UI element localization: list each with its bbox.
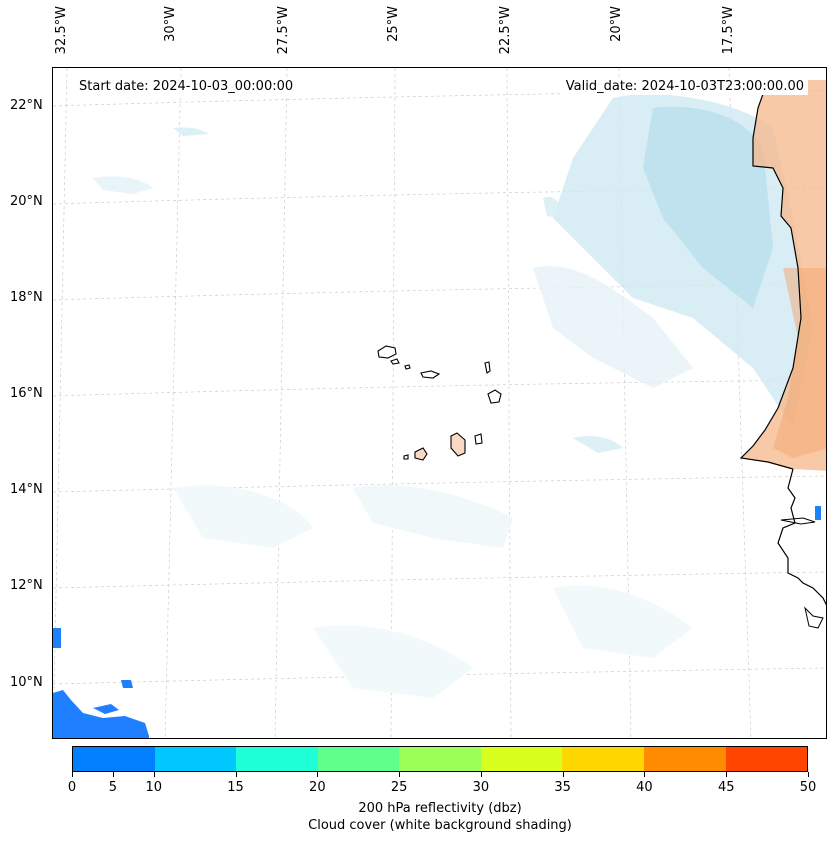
colorbar-tick-label: 40 (636, 780, 653, 795)
gambia-river (780, 517, 816, 525)
colorbar-segment-1 (154, 747, 237, 771)
reflectivity-patch-southwest (53, 690, 149, 738)
colorbar-tick-label: 20 (309, 780, 326, 795)
colorbar-tick-mark (480, 772, 482, 777)
colorbar-segment-6 (562, 747, 644, 771)
gridline-lon-30 (164, 68, 182, 738)
island-santo-antao (377, 345, 397, 359)
island-fogo (414, 447, 428, 461)
lat-label-14n: 14°N (10, 482, 43, 497)
map-canvas (53, 68, 826, 738)
lon-label-30w: 30°W (163, 6, 178, 42)
gridline-lon-27-5 (274, 68, 288, 738)
colorbar-tick-label: 50 (799, 780, 817, 795)
reflectivity-patch-west (53, 628, 61, 648)
lat-label-20n: 20°N (10, 194, 43, 209)
island-santiago (450, 432, 466, 457)
gridline-lat-16 (53, 379, 826, 397)
lat-label-10n: 10°N (10, 675, 43, 690)
lon-label-32-5w: 32.5°W (54, 6, 69, 55)
colorbar-tick-label: 30 (472, 780, 490, 795)
island-sal (484, 361, 491, 374)
island-sao-vicente (390, 358, 400, 365)
island-sao-nicolau (420, 370, 441, 379)
colorbar-tick-label: 10 (145, 780, 163, 795)
colorbar-title: 200 hPa reflectivity (dbz) (358, 801, 522, 816)
colorbar-segment-7 (643, 747, 726, 771)
reflectivity-patch-coast (815, 506, 821, 520)
colorbar-segment-3 (317, 747, 400, 771)
colorbar-tick-label: 35 (554, 780, 571, 795)
lon-label-20w: 20°W (609, 6, 624, 42)
island-boa-vista (487, 389, 502, 404)
colorbar-tick-mark (562, 772, 564, 777)
gridline-lon-17-5 (728, 68, 752, 738)
colorbar-tick-label: 5 (108, 780, 118, 795)
reflectivity-patch-small (93, 704, 119, 714)
colorbar-tick-mark (317, 772, 319, 777)
colorbar (72, 746, 808, 772)
cape-verde-islands (377, 345, 502, 461)
colorbar-tick-mark (235, 772, 237, 777)
colorbar-tick-mark (153, 772, 155, 777)
lon-label-22-5w: 22.5°W (498, 6, 513, 55)
colorbar-tick-mark (726, 772, 728, 777)
colorbar-segment-5 (480, 747, 563, 771)
lon-label-25w: 25°W (386, 6, 401, 42)
map-panel (52, 67, 827, 739)
africa-land-inner (773, 268, 826, 458)
island-santa-luzia (404, 364, 411, 370)
lat-label-18n: 18°N (10, 290, 43, 305)
colorbar-tick-label: 0 (67, 780, 77, 795)
start-date-label: Start date: 2024-10-03_00:00:00 (75, 78, 298, 95)
gridline-lat-14 (53, 475, 826, 493)
africa-coastline (739, 79, 826, 606)
colorbar-tick-mark (72, 772, 73, 777)
lat-label-22n: 22°N (10, 98, 43, 113)
colorbar-tick-mark (399, 772, 401, 777)
colorbar-tick-label: 45 (717, 780, 735, 795)
colorbar-subtitle: Cloud cover (white background shading) (308, 818, 572, 833)
island-maio (474, 433, 483, 445)
colorbar-tick-mark (644, 772, 646, 777)
colorbar-segment-8 (725, 747, 808, 771)
colorbar-segment-2 (236, 747, 318, 771)
lat-label-16n: 16°N (10, 386, 43, 401)
colorbar-segment-4 (399, 747, 481, 771)
colorbar-tick-mark (112, 772, 114, 777)
island-brava (403, 454, 409, 460)
reflectivity-patch-tiny (121, 680, 133, 688)
lon-label-27-5w: 27.5°W (276, 6, 291, 55)
valid-date-label: Valid_date: 2024-10-03T23:00:00.00 (561, 78, 808, 95)
cloud-cover-shading (93, 94, 813, 698)
colorbar-segment-0 (73, 747, 155, 771)
colorbar-tick-mark (808, 772, 809, 777)
lon-label-17-5w: 17.5°W (721, 6, 736, 55)
lat-label-12n: 12°N (10, 578, 43, 593)
colorbar-tick-label: 25 (390, 780, 408, 795)
gridline-lon-22-5 (506, 68, 512, 738)
gridline-lon-25 (390, 68, 396, 738)
colorbar-tick-label: 15 (227, 780, 244, 795)
bijagos-island (804, 606, 824, 629)
